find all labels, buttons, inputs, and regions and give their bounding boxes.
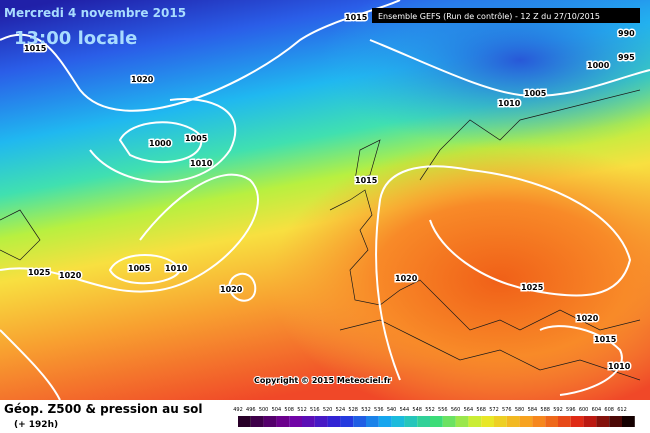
isobar-label: 1005 <box>185 134 208 143</box>
isobar-label: 1005 <box>128 264 151 273</box>
coastlines <box>0 89 641 381</box>
scale-label: 584 <box>528 407 538 413</box>
field-north <box>320 0 650 150</box>
copyright: Copyright © 2015 Meteociel.fr <box>254 376 391 385</box>
scale-swatch <box>353 416 366 427</box>
scale-swatch <box>314 416 328 427</box>
scale-swatch <box>302 416 315 427</box>
scale-swatch <box>238 416 251 427</box>
field-europe <box>270 140 650 420</box>
scale-swatch <box>289 416 302 427</box>
scale-label: 540 <box>387 407 397 413</box>
scale-swatch <box>558 416 571 427</box>
scale-swatch <box>455 416 469 427</box>
scale-swatch <box>378 416 392 427</box>
isobar-label: 1005 <box>524 89 547 98</box>
scale-swatch <box>494 416 507 427</box>
map <box>0 0 650 420</box>
scale-label: 612 <box>617 407 627 413</box>
scale-label: 496 <box>246 407 256 413</box>
scale-swatch <box>468 416 482 427</box>
isobar-label: 1020 <box>395 274 418 283</box>
scale-label: 536 <box>374 407 384 413</box>
scale-swatch <box>570 416 584 427</box>
scale-swatch <box>506 416 520 427</box>
isobar-lines <box>0 0 650 400</box>
scale-label: 504 <box>272 407 282 413</box>
scale-label: 596 <box>566 407 576 413</box>
scale-swatch <box>327 416 341 427</box>
isobar-label: 1020 <box>131 75 154 84</box>
color-scale: 492 496 500 504 508 512 516 520 524 528 532 536 540 5… <box>233 407 635 427</box>
isobar-label: 1010 <box>608 362 631 371</box>
scale-label: 524 <box>336 407 346 413</box>
isobar-label: 1020 <box>220 285 243 294</box>
isobar-label: 1010 <box>165 264 188 273</box>
model: Ensemble GEFS (Run de contrôle) - 12 Z d… <box>378 11 600 21</box>
isobar-label: 1010 <box>498 99 521 108</box>
footer-lead: (+ 192h) <box>14 420 58 430</box>
scale-swatch <box>622 416 635 427</box>
isobar-label: 1020 <box>59 271 82 280</box>
scale-label: 556 <box>438 407 448 413</box>
scale-swatch <box>366 416 379 427</box>
scale-label: 544 <box>400 407 410 413</box>
isobar-label: 995 <box>618 53 635 62</box>
scale-swatch <box>519 416 533 427</box>
scale-swatch <box>250 416 264 427</box>
scale-swatch <box>532 416 546 427</box>
isobar-label: 1025 <box>521 283 544 292</box>
scale-label: 492 <box>233 407 243 413</box>
scale-label: 604 <box>592 407 602 413</box>
scale-swatch <box>596 416 610 427</box>
scale-label: 580 <box>515 407 525 413</box>
isobar-label: 1025 <box>28 268 51 277</box>
isobar-label: 1015 <box>345 13 368 22</box>
scale-label: 592 <box>553 407 563 413</box>
scale-label: 532 <box>361 407 371 413</box>
footer-title: Géop. Z500 & pression au sol <box>4 402 202 416</box>
scale-label: 512 <box>297 407 307 413</box>
isobar-label: 1015 <box>24 44 47 53</box>
model-box <box>372 8 640 23</box>
scale-label: 568 <box>476 407 486 413</box>
scale-label: 564 <box>464 407 474 413</box>
scale-swatch <box>340 416 354 427</box>
isobar-label: 1000 <box>149 139 172 148</box>
scale-swatch <box>404 416 418 427</box>
scale-label: 500 <box>259 407 269 413</box>
scale-label: 528 <box>348 407 358 413</box>
scale-label: 508 <box>284 407 294 413</box>
scale-swatch <box>442 416 456 427</box>
isobar-label: 1020 <box>576 314 599 323</box>
scale-swatch <box>481 416 494 427</box>
scale-swatch <box>545 416 558 427</box>
scale-label: 520 <box>323 407 333 413</box>
isobar-labels: 1015990995100010151020100010051010100510… <box>23 12 637 373</box>
scale-label: 572 <box>489 407 499 413</box>
scale-label: 560 <box>451 407 461 413</box>
scale-label: 588 <box>540 407 550 413</box>
scale-label: 576 <box>502 407 512 413</box>
scale-swatch <box>391 416 405 427</box>
scale-label: 548 <box>412 407 422 413</box>
date: Mercredi 4 novembre 2015 <box>4 6 186 20</box>
scale-label: 552 <box>425 407 435 413</box>
isobar-label: 1015 <box>355 176 378 185</box>
isobar-label: 1015 <box>594 335 617 344</box>
scale-swatch <box>276 416 290 427</box>
scale-swatch <box>263 416 277 427</box>
scale-label: 608 <box>604 407 614 413</box>
scale-label: 600 <box>579 407 589 413</box>
isobar-label: 1000 <box>587 61 610 70</box>
isobar-label: 990 <box>618 29 635 38</box>
time: 13:00 locale <box>14 28 137 49</box>
scale-swatch <box>430 416 443 427</box>
scale-swatch <box>417 416 430 427</box>
scale-swatch <box>583 416 597 427</box>
scale-label: 516 <box>310 407 320 413</box>
isobar-label: 1010 <box>190 159 213 168</box>
scale-swatch <box>609 416 622 427</box>
